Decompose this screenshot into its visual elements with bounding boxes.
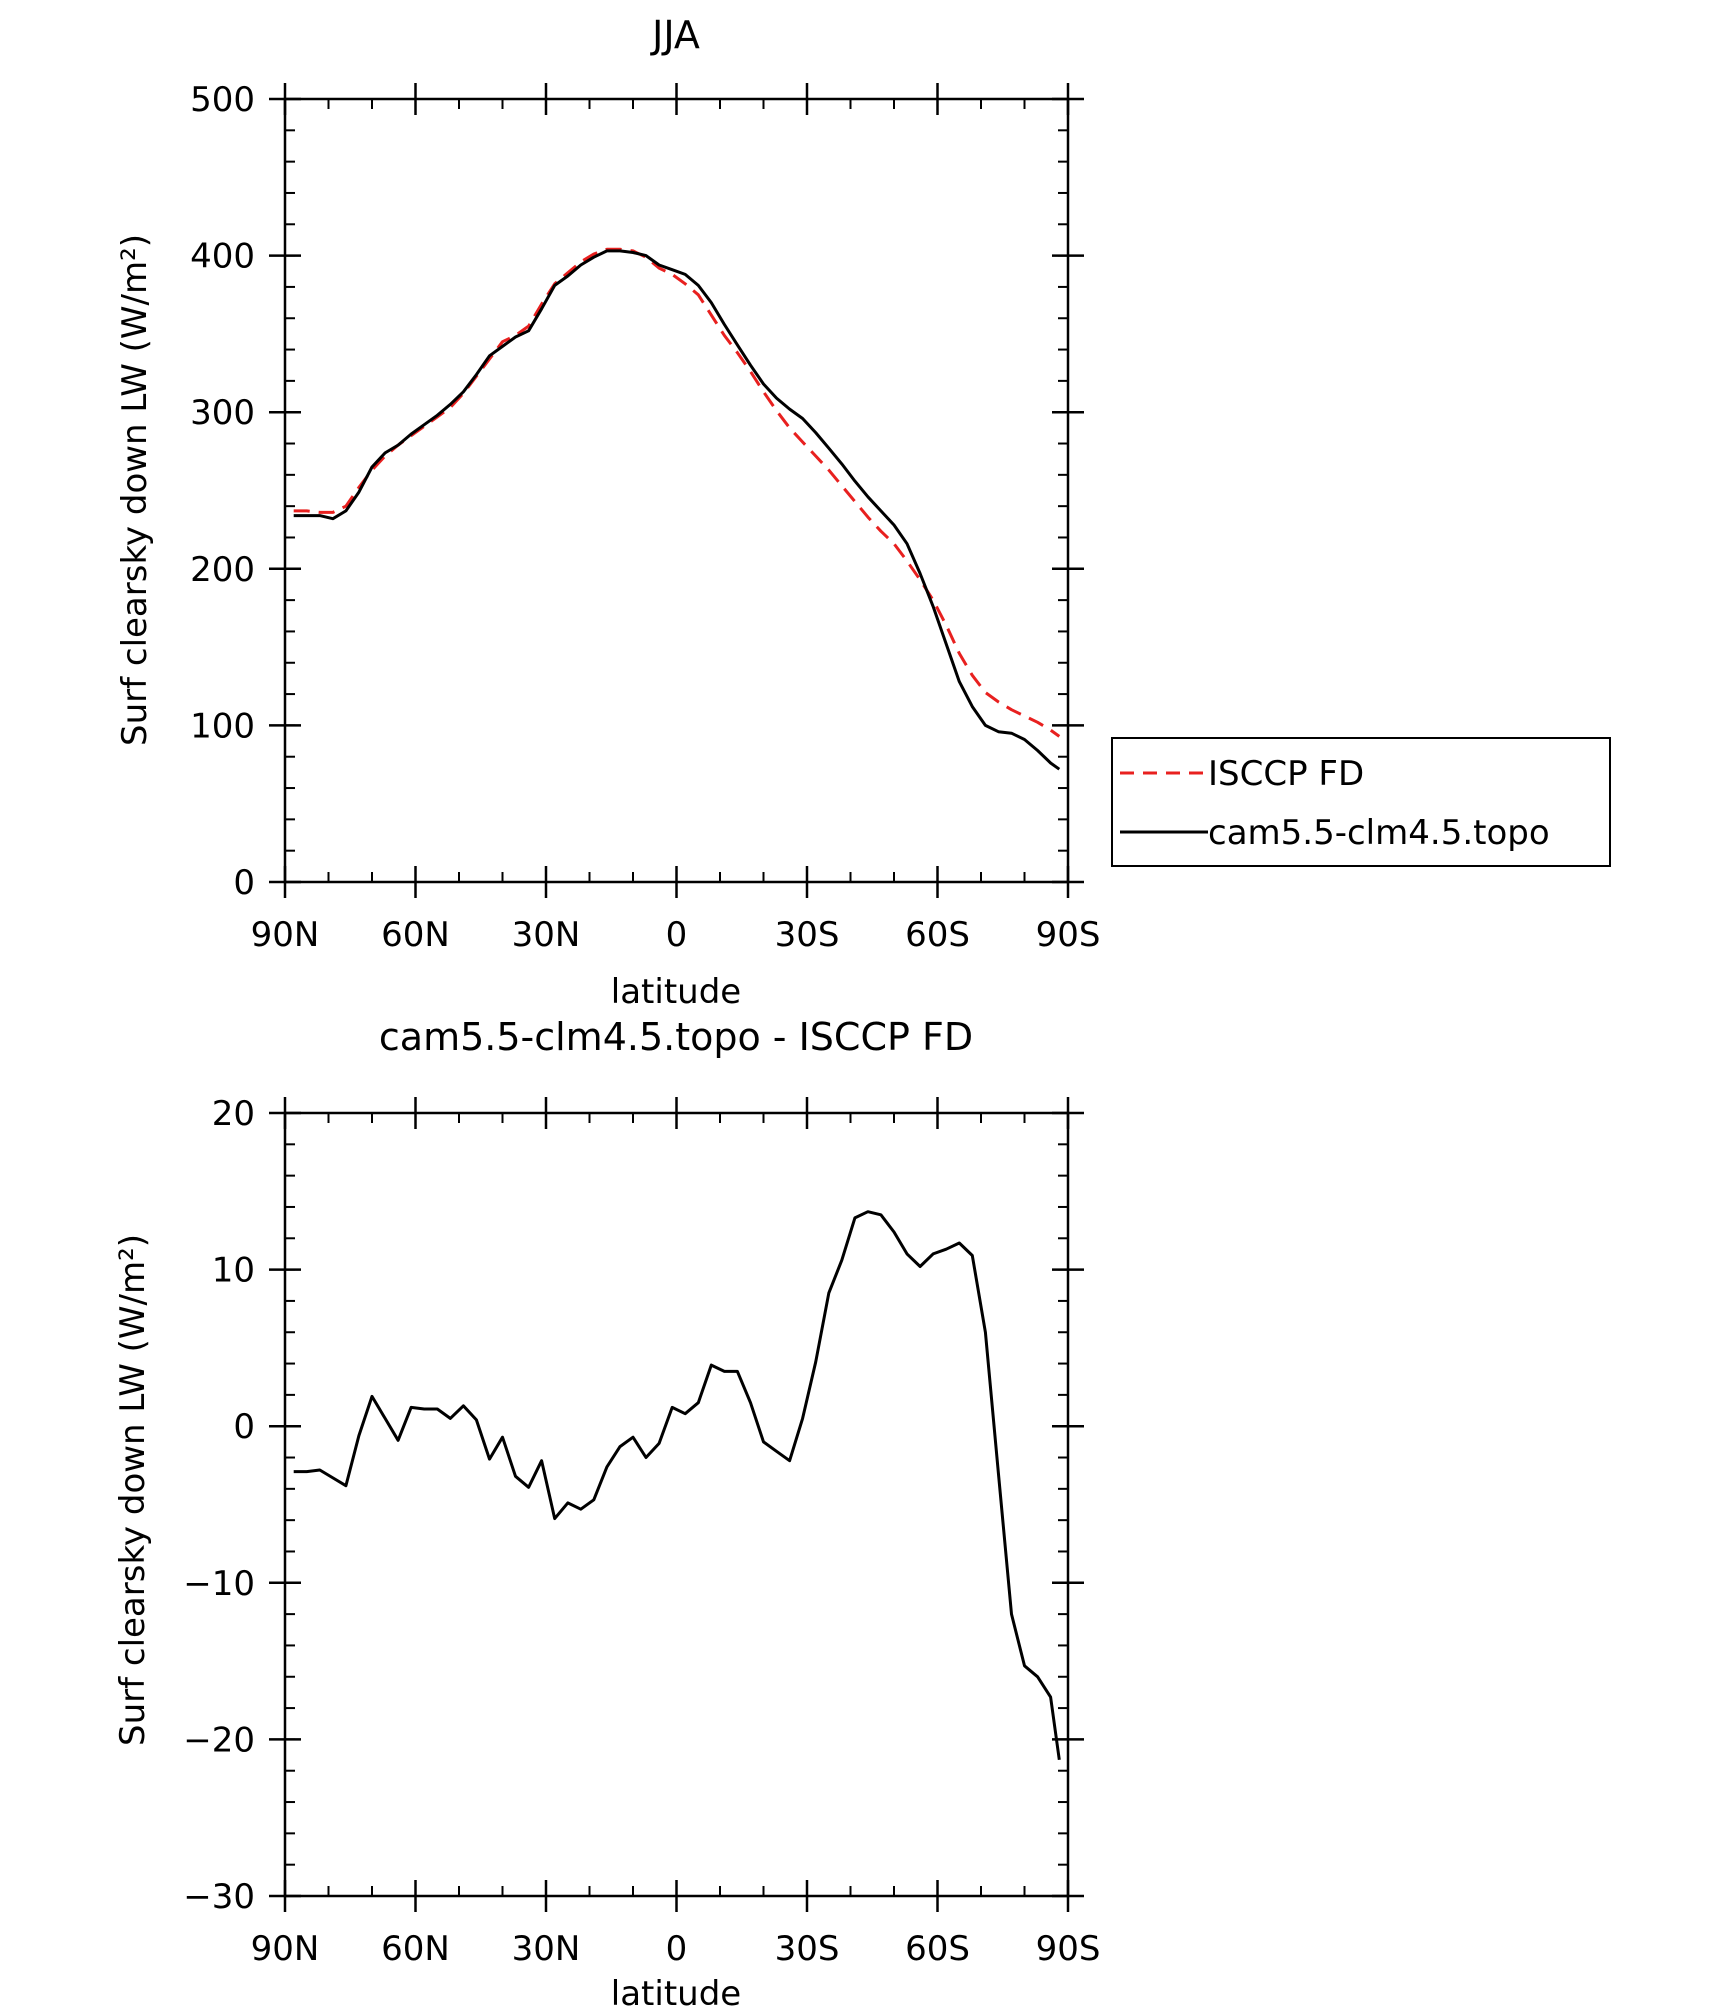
y-tick-label: 200	[190, 550, 255, 590]
legend: ISCCP FD cam5.5-clm4.5.topo	[1111, 737, 1611, 867]
chart-panel-difference: cam5.5-clm4.5.topo - ISCCP FD 90N 60N 30N 0…	[113, 1015, 1100, 2010]
y-tick-label: 0	[233, 1407, 255, 1447]
x-tick-label: 90S	[1036, 915, 1101, 955]
chart-panel-jja: JJA 90N 60N 30N 0 30S 60S 90S0100200300400500 …	[115, 13, 1611, 1012]
legend-label-isccp-fd: ISCCP FD	[1208, 754, 1364, 794]
y-tick-label: 0	[233, 863, 255, 903]
chart-title: cam5.5-clm4.5.topo - ISCCP FD	[379, 1015, 973, 1059]
x-axis-label: latitude	[611, 1974, 741, 2010]
y-tick-label: 500	[190, 80, 255, 120]
legend-label-cam5: cam5.5-clm4.5.topo	[1208, 813, 1550, 853]
x-axis-label: latitude	[611, 972, 741, 1012]
series-line-cam5-5-clm4-5-topo	[293, 249, 1061, 771]
y-tick-label: 400	[190, 237, 255, 277]
x-tick-label: 60S	[905, 915, 970, 955]
chart-title: JJA	[650, 13, 700, 57]
x-tick-label: 60N	[381, 1929, 450, 1969]
y-axis-label: Surf clearsky down LW (W/m²)	[113, 1234, 153, 1746]
y-tick-label: −10	[183, 1564, 255, 1604]
y-tick-label: 100	[190, 706, 255, 746]
x-tick-label: 90N	[251, 1929, 320, 1969]
plot-frame	[283, 97, 1070, 884]
x-tick-label: 30N	[512, 1929, 581, 1969]
x-tick-label: 60S	[905, 1929, 970, 1969]
x-tick-label: 90S	[1036, 1929, 1101, 1969]
x-tick-label: 30N	[512, 915, 581, 955]
series-line-difference-0	[293, 1210, 1061, 1761]
plot-area: 90N 60N 30N 0 30S 60S 90S −30 −20 −10 0 10 20	[183, 1094, 1100, 1969]
y-tick-label: 10	[212, 1251, 255, 1291]
legend-box	[1111, 737, 1611, 867]
y-tick-label: 20	[212, 1094, 255, 1134]
series-line-isccp-fd	[293, 247, 1061, 738]
x-tick-label: 90N	[251, 915, 320, 955]
x-tick-label: 30S	[775, 915, 840, 955]
x-tick-label: 0	[666, 1929, 688, 1969]
plot-frame	[283, 1111, 1070, 1898]
x-tick-label: 0	[666, 915, 688, 955]
y-tick-label: −30	[183, 1877, 255, 1917]
y-axis-label: Surf clearsky down LW (W/m²)	[115, 234, 155, 746]
y-tick-label: 300	[190, 393, 255, 433]
x-tick-label: 30S	[775, 1929, 840, 1969]
y-tick-label: −20	[183, 1720, 255, 1760]
plot-area: 90N 60N 30N 0 30S 60S 90S 0 100 200 300 400 500	[190, 80, 1100, 955]
x-tick-label: 60N	[381, 915, 450, 955]
